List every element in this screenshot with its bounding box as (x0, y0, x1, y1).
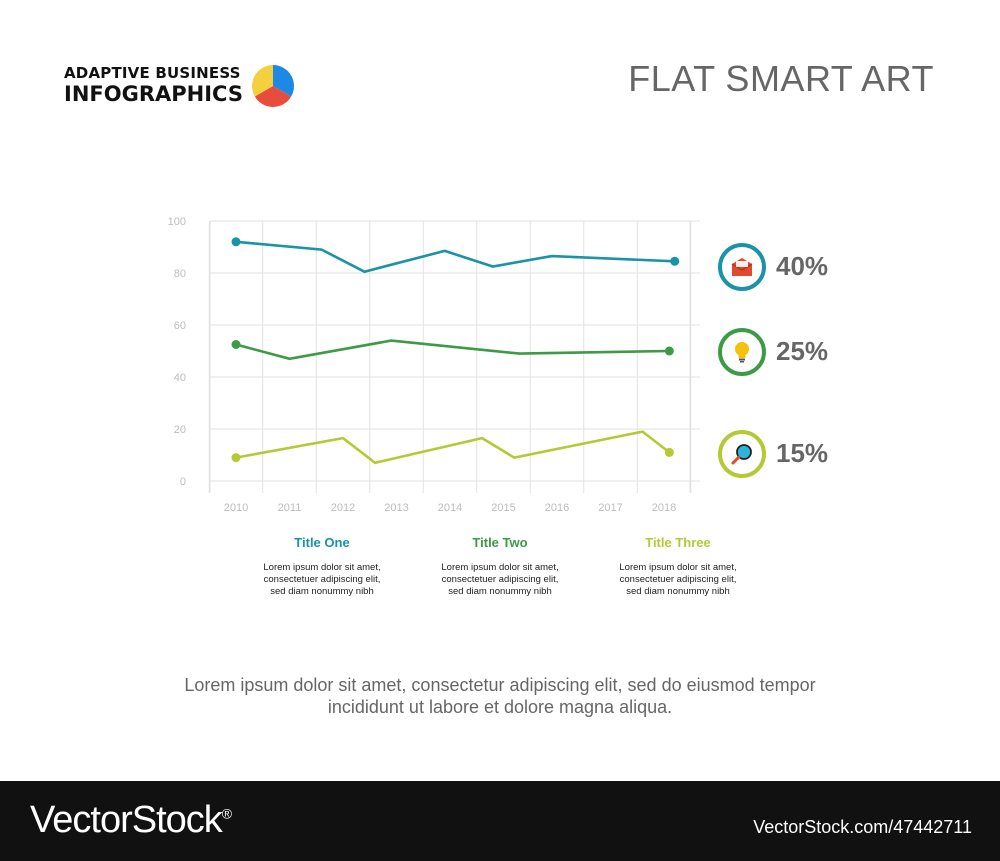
column-body-line: Lorem ipsum dolor sit amet, (263, 562, 381, 573)
brand-title: ADAPTIVE BUSINESS INFOGRAPHICS (64, 64, 243, 106)
x-axis-ticks: 2010 2011 2012 2013 2014 2015 2016 2017 2018 (224, 502, 676, 514)
column-body-line: consectetuer adipiscing elit, (619, 574, 737, 585)
column-body-line: Lorem ipsum dolor sit amet, (441, 562, 559, 573)
stat-item-1: 40% (718, 243, 868, 291)
x-tick-label: 2012 (331, 502, 355, 514)
series-line-2 (235, 339, 670, 361)
column-body-1: Lorem ipsum dolor sit amet, consectetuer… (232, 562, 412, 598)
y-tick-label: 0 (180, 476, 186, 488)
watermark-bar: VectorStock® VectorStock.com/47442711 (0, 781, 1000, 861)
logo-slice-blue (273, 65, 294, 97)
series-start-point (231, 340, 241, 349)
stat-value-3: 15% (776, 438, 829, 468)
x-tick-label: 2011 (278, 502, 302, 514)
footer-line-2: incididunt ut labore et dolore magna ali… (327, 697, 673, 717)
y-tick-label: 80 (174, 268, 186, 280)
column-body-line: Lorem ipsum dolor sit amet, (619, 562, 737, 573)
brand-line-2: INFOGRAPHICS (64, 82, 243, 106)
stat-item-3: 15% (718, 430, 868, 478)
text-column-1: Title One Lorem ipsum dolor sit amet, co… (232, 535, 412, 598)
y-tick-label: 100 (168, 216, 186, 228)
series-end-point (664, 346, 674, 356)
logo-slice-yellow (254, 86, 292, 107)
pie-logo-icon (252, 65, 294, 107)
y-tick-label: 20 (174, 424, 186, 436)
watermark-logo: VectorStock® (30, 799, 232, 842)
envelope-icon (731, 258, 753, 276)
magnifier-icon (731, 444, 752, 465)
logo-slice-red (252, 65, 273, 97)
x-tick-label: 2016 (545, 502, 569, 514)
watermark-id: VectorStock.com/47442711 (753, 817, 972, 837)
x-tick-label: 2017 (598, 502, 622, 514)
series-end-point (670, 256, 680, 266)
series-end-point (664, 447, 674, 457)
chart-series (231, 237, 680, 465)
footer-line-1: Lorem ipsum dolor sit amet, consectetur … (184, 675, 816, 695)
column-title-2: Title Two (472, 535, 528, 550)
stat-value-2: 25% (776, 336, 829, 366)
stat-ring-2 (718, 328, 766, 376)
stat-ring-3 (718, 430, 766, 478)
series-start-point (231, 237, 241, 247)
y-axis-ticks: 0 20 40 60 80 100 (168, 216, 186, 488)
column-body-3: Lorem ipsum dolor sit amet, consectetuer… (588, 562, 768, 598)
stat-item-2: 25% (718, 328, 868, 376)
series-line-1 (235, 240, 675, 274)
series-start-point (231, 453, 241, 463)
column-title-1: Title One (294, 535, 350, 550)
stat-ring-1 (718, 243, 766, 291)
y-tick-label: 60 (174, 320, 186, 332)
text-column-2: Title Two Lorem ipsum dolor sit amet, co… (410, 535, 590, 598)
column-body-line: consectetuer adipiscing elit, (263, 574, 381, 585)
brand-line-1: ADAPTIVE BUSINESS (64, 64, 241, 82)
lightbulb-icon (735, 342, 749, 363)
x-tick-label: 2013 (384, 502, 408, 514)
y-tick-label: 40 (174, 372, 186, 384)
x-tick-label: 2015 (491, 502, 515, 514)
x-tick-label: 2014 (438, 502, 462, 514)
footer-paragraph: Lorem ipsum dolor sit amet, consectetur … (100, 674, 900, 718)
stat-value-1: 40% (776, 251, 829, 281)
text-column-3: Title Three Lorem ipsum dolor sit amet, … (588, 535, 768, 598)
series-line-3 (235, 430, 671, 465)
column-title-3: Title Three (645, 535, 711, 550)
watermark-logo-text: VectorStock (30, 799, 223, 841)
column-body-2: Lorem ipsum dolor sit amet, consectetuer… (410, 562, 590, 598)
x-tick-label: 2018 (652, 502, 676, 514)
x-tick-label: 2010 (224, 502, 248, 514)
chart-grid (208, 220, 700, 493)
column-body-line: sed diam nonummy nibh (626, 586, 730, 597)
registered-mark: ® (221, 805, 232, 822)
column-body-line: sed diam nonummy nibh (448, 586, 552, 597)
column-body-line: consectetuer adipiscing elit, (441, 574, 559, 585)
page-title: FLAT SMART ART (628, 58, 934, 99)
column-body-line: sed diam nonummy nibh (270, 586, 374, 597)
